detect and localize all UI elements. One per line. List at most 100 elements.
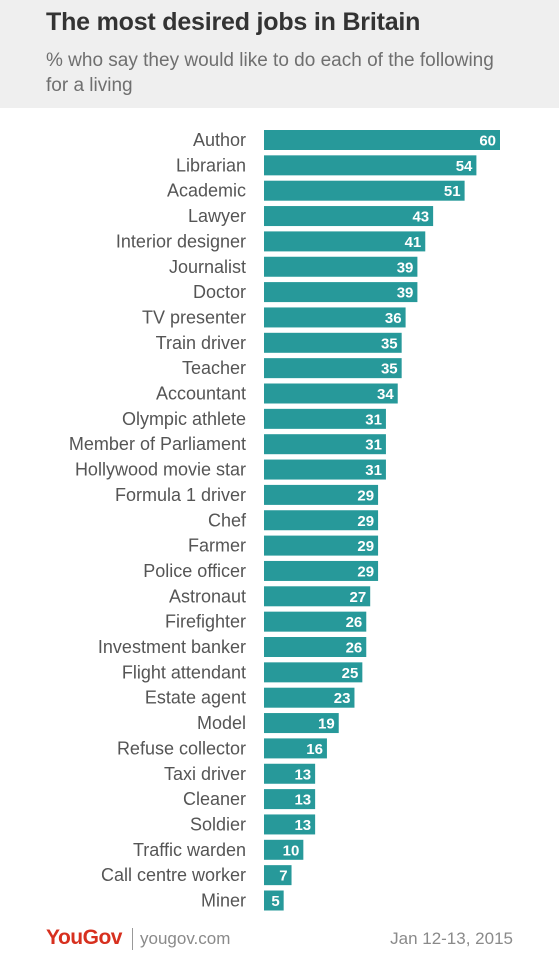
chart-subtitle: % who say they would like to do each of …	[46, 50, 494, 96]
category-label: Investment banker	[98, 637, 246, 657]
value-label: 31	[365, 437, 382, 454]
category-label: Author	[193, 130, 246, 150]
value-label: 36	[385, 310, 402, 327]
category-label: Olympic athlete	[122, 409, 246, 429]
bar	[264, 282, 418, 303]
value-label: 5	[271, 893, 279, 910]
bar	[264, 789, 316, 810]
bar	[264, 586, 371, 607]
value-label: 29	[357, 513, 374, 530]
bar	[264, 839, 304, 860]
value-label: 26	[346, 614, 363, 631]
bar	[264, 383, 398, 404]
bar	[264, 307, 406, 328]
category-label: Formula 1 driver	[115, 485, 246, 505]
value-label: 34	[377, 386, 394, 403]
footer-divider	[132, 928, 133, 950]
site-url: yougov.com	[140, 929, 231, 948]
category-label: Member of Parliament	[69, 434, 246, 454]
category-label: Soldier	[190, 814, 246, 834]
category-label: Astronaut	[169, 586, 246, 606]
category-label: Miner	[201, 891, 246, 911]
category-label: Call centre worker	[101, 865, 246, 885]
bar	[264, 713, 339, 734]
bar	[264, 155, 477, 176]
category-label: Teacher	[182, 358, 246, 378]
value-label: 25	[342, 665, 359, 682]
value-label: 29	[357, 538, 374, 555]
value-label: 16	[306, 741, 323, 758]
bar	[264, 637, 367, 657]
category-label: Model	[197, 713, 246, 733]
value-label: 27	[350, 589, 367, 606]
value-label: 43	[412, 209, 429, 226]
category-label: Train driver	[156, 333, 246, 353]
bar	[264, 231, 426, 252]
value-label: 7	[279, 868, 287, 885]
value-label: 60	[479, 133, 496, 150]
value-label: 19	[318, 716, 335, 733]
category-label: Estate agent	[145, 688, 246, 708]
bar	[264, 560, 379, 581]
survey-date: Jan 12-13, 2015	[390, 929, 513, 948]
value-label: 41	[405, 234, 422, 251]
bar	[264, 358, 402, 379]
category-label: Hollywood movie star	[75, 460, 246, 480]
category-label: Interior designer	[116, 231, 246, 251]
bar	[264, 206, 434, 227]
bar	[264, 332, 402, 353]
value-label: 39	[397, 285, 414, 302]
bar	[264, 130, 500, 150]
bar	[264, 510, 379, 531]
bar	[264, 180, 465, 201]
value-label: 29	[357, 487, 374, 504]
category-label: Chef	[208, 510, 247, 530]
bar	[264, 535, 379, 556]
category-label: Journalist	[169, 257, 246, 277]
category-label: Traffic warden	[133, 840, 246, 860]
value-label: 29	[357, 563, 374, 580]
value-label: 13	[294, 792, 311, 809]
value-label: 10	[283, 842, 300, 859]
value-label: 51	[444, 183, 461, 200]
value-label: 54	[456, 158, 473, 175]
bar	[264, 687, 355, 708]
category-label: Flight attendant	[122, 662, 246, 682]
bar	[264, 434, 386, 455]
bar	[264, 662, 363, 683]
bar	[264, 814, 316, 835]
bar	[264, 890, 284, 911]
bar	[264, 738, 327, 759]
value-label: 35	[381, 361, 398, 378]
category-label: Doctor	[193, 282, 246, 302]
category-label: Refuse collector	[117, 738, 246, 758]
value-label: 35	[381, 335, 398, 352]
bar	[264, 763, 316, 784]
bar	[264, 256, 418, 277]
chart-header: The most desired jobs in Britain % who s…	[0, 0, 559, 108]
category-label: Firefighter	[165, 612, 246, 632]
bar	[264, 484, 379, 505]
bar	[264, 865, 292, 886]
category-label: TV presenter	[142, 307, 246, 327]
yougov-logo: YouGov	[46, 926, 122, 949]
value-label: 13	[294, 817, 311, 834]
bar	[264, 459, 386, 480]
value-label: 26	[346, 640, 363, 657]
value-label: 31	[365, 462, 382, 479]
bar-chart: Author 60 Librarian 54 Academic 51 Lawyer 43 Int…	[69, 130, 500, 911]
category-label: Librarian	[176, 155, 246, 175]
bar	[264, 611, 367, 632]
value-label: 39	[397, 259, 414, 276]
category-label: Taxi driver	[164, 764, 246, 784]
category-label: Cleaner	[183, 789, 246, 809]
chart-footer: YouGov yougov.com Jan 12-13, 2015	[0, 916, 559, 960]
chart-title: The most desired jobs in Britain	[46, 8, 421, 36]
value-label: 13	[294, 766, 311, 783]
value-label: 23	[334, 690, 351, 707]
category-label: Farmer	[188, 536, 246, 556]
category-label: Academic	[167, 181, 246, 201]
bar	[264, 408, 386, 429]
value-label: 31	[365, 411, 382, 428]
category-label: Lawyer	[188, 206, 246, 226]
